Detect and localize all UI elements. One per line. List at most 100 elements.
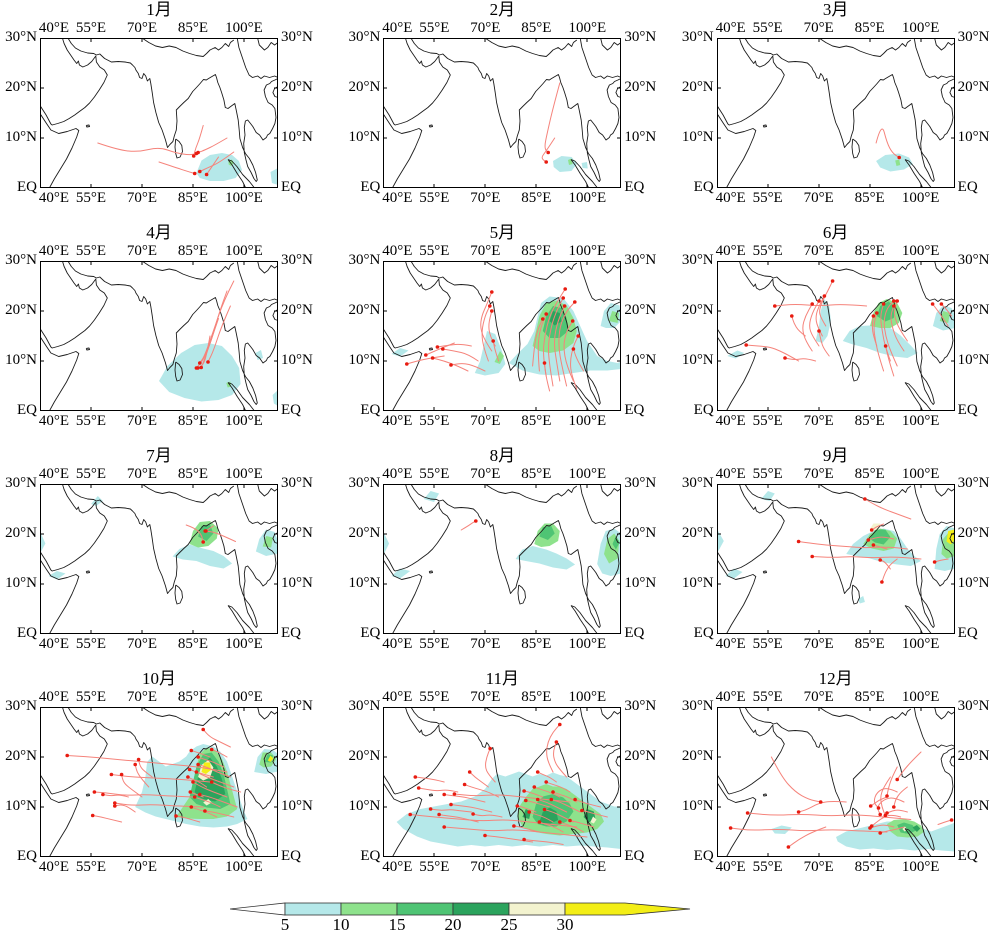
cyclone-track	[543, 288, 567, 377]
cyclone-tracks	[97, 125, 235, 177]
track-endpoint-dot	[441, 347, 445, 351]
panel-month-6: 6月 40°E 40°E 55°E 55°E 70°E 70°E 85°E 85°E 100°E 1…	[667, 224, 1000, 447]
track-endpoint-dot	[745, 811, 750, 815]
cyclone-track	[190, 806, 218, 818]
lon-label-top: 70°E	[126, 689, 158, 705]
track-endpoint-dot	[891, 299, 896, 303]
cyclone-track	[872, 544, 888, 550]
cyclone-track	[870, 814, 901, 827]
coastline-segment	[716, 707, 785, 795]
lat-label-right: 10°N	[957, 798, 990, 814]
density-shading	[391, 296, 622, 376]
map-canvas	[383, 707, 622, 857]
coastline-segment	[174, 138, 183, 159]
track-endpoint-dot	[490, 309, 494, 313]
lat-label-left: 10°N	[348, 129, 381, 145]
cyclone-track	[202, 729, 231, 748]
lat-label-left: 10°N	[681, 129, 714, 145]
track-endpoint-dot	[524, 798, 528, 803]
map-frame	[40, 38, 278, 188]
cyclone-track	[867, 536, 894, 541]
track-endpoint-dot	[203, 809, 207, 813]
cyclone-track	[204, 810, 235, 818]
track-endpoint-dot	[949, 818, 954, 822]
panel-month-4: 4月 40°E 40°E 55°E 55°E 70°E 70°E 85°E 85°E 100°E 1…	[0, 224, 333, 447]
track-endpoint-dot	[822, 294, 826, 298]
cyclone-tracks	[728, 751, 954, 849]
coastline-segment	[762, 570, 767, 574]
axis-ticks	[383, 484, 622, 634]
cyclone-track	[538, 313, 548, 372]
track-endpoint-dot	[65, 753, 69, 758]
lon-label-top: 40°E	[715, 20, 746, 36]
lon-label-bottom: 55°E	[75, 859, 107, 875]
coastline-segment	[570, 828, 599, 857]
lon-label-bottom: 55°E	[752, 859, 783, 875]
lon-label-top: 70°E	[126, 20, 158, 36]
colorbar-segment-15	[396, 902, 454, 916]
track-endpoint-dot	[874, 311, 879, 315]
cyclone-track	[892, 786, 908, 808]
density-shading	[771, 819, 955, 852]
track-endpoint-dot	[895, 299, 899, 303]
lon-label-top: 55°E	[752, 20, 783, 36]
track-endpoint-dot	[796, 810, 801, 814]
colorbar-arrow-right	[564, 902, 691, 916]
lat-label-right: 20°N	[957, 748, 990, 764]
coastline-segment	[818, 38, 911, 57]
track-endpoint-dot	[897, 155, 901, 160]
lon-label-top: 55°E	[75, 243, 107, 259]
lon-label-top: 40°E	[382, 243, 413, 259]
cyclone-track	[450, 804, 493, 813]
track-endpoint-dot	[189, 805, 194, 809]
lat-label-right: 20°N	[624, 302, 657, 318]
cyclone-track	[207, 305, 231, 363]
track-endpoint-dot	[136, 757, 141, 762]
cyclone-track	[175, 815, 201, 823]
lon-label-bottom: 70°E	[803, 190, 834, 206]
lon-label-top: 85°E	[521, 466, 552, 482]
map-content	[40, 38, 278, 188]
track-endpoint-dot	[939, 302, 943, 306]
density-shading-level-5	[875, 153, 913, 172]
lon-label-top: 70°E	[803, 689, 834, 705]
cyclone-track	[114, 804, 136, 813]
track-endpoint-dot	[92, 790, 97, 794]
lon-label-bottom: 70°E	[126, 636, 158, 652]
lon-label-bottom: 55°E	[752, 190, 783, 206]
lon-label-bottom: 85°E	[521, 859, 552, 875]
cyclone-track	[199, 151, 235, 172]
cyclone-track	[197, 137, 228, 153]
coastline	[40, 261, 278, 411]
cyclone-track	[193, 125, 204, 157]
coastline-segment	[227, 382, 255, 411]
lon-label-bottom: 40°E	[715, 636, 746, 652]
cyclone-track	[134, 764, 150, 788]
density-shading-level-5	[270, 168, 278, 185]
cyclone-track	[864, 498, 911, 520]
track-endpoint-dot	[558, 722, 562, 727]
lat-label-left: 20°N	[348, 302, 381, 318]
coastline-segment	[383, 113, 423, 188]
track-endpoint-dot	[878, 558, 882, 562]
coastline-segment	[227, 828, 255, 857]
lon-label-top: 100°E	[225, 689, 263, 705]
cyclone-track	[195, 771, 214, 778]
lon-label-bottom: 40°E	[382, 636, 413, 652]
track-endpoint-dot	[549, 797, 554, 802]
cyclone-track	[745, 344, 799, 362]
track-endpoint-dot	[871, 314, 875, 318]
lon-label-top: 55°E	[752, 689, 783, 705]
lat-label-left: 20°N	[681, 302, 714, 318]
cyclone-track	[931, 303, 949, 327]
colorbar-tick-label: 10	[332, 915, 350, 934]
density-shading	[159, 343, 278, 406]
track-endpoint-dot	[580, 808, 585, 813]
track-endpoint-dot	[196, 366, 200, 370]
coastline-segment	[904, 382, 932, 411]
density-shading-level-5	[581, 162, 589, 169]
cyclone-track	[418, 787, 459, 793]
lat-label-right: 10°N	[957, 575, 990, 591]
track-endpoint-dot	[571, 319, 575, 323]
panel-title: 6月	[822, 223, 849, 242]
